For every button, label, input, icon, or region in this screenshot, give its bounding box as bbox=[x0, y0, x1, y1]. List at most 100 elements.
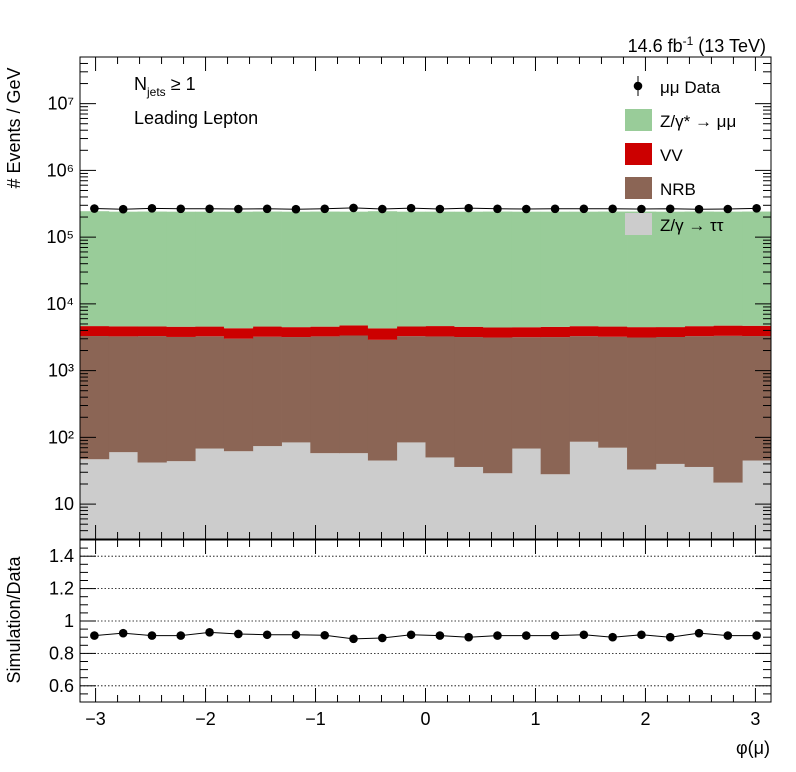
bar bbox=[713, 211, 743, 326]
bar bbox=[742, 325, 772, 337]
ratio-panel: 0.6 0.8 1 1.2 1.4 −3 −2 −1 0 1 2 3 bbox=[49, 539, 772, 729]
lumi-label: 14.6 fb-1 (13 TeV) bbox=[628, 34, 766, 56]
data-points bbox=[90, 203, 761, 214]
bar bbox=[310, 211, 340, 327]
y-tick-label: 1.4 bbox=[49, 546, 74, 566]
bar bbox=[742, 211, 772, 326]
bar bbox=[425, 326, 455, 337]
series-2 bbox=[80, 325, 772, 340]
bar bbox=[483, 211, 513, 328]
x-tick-label: 2 bbox=[640, 709, 650, 729]
y-axis-label-ratio: Simulation/Data bbox=[4, 555, 24, 683]
bar bbox=[627, 337, 657, 470]
bar bbox=[598, 326, 628, 337]
series-1 bbox=[80, 335, 772, 483]
bar bbox=[223, 328, 254, 339]
bar bbox=[713, 482, 743, 539]
bar bbox=[598, 211, 628, 327]
y-tick-label: 10² bbox=[48, 427, 74, 447]
ratio-point bbox=[637, 630, 646, 640]
bar bbox=[166, 211, 196, 327]
ratio-point bbox=[723, 631, 733, 640]
bar bbox=[310, 336, 340, 454]
bar bbox=[540, 337, 570, 475]
bar bbox=[252, 211, 282, 327]
bar bbox=[339, 335, 369, 454]
ratio-point bbox=[694, 628, 704, 638]
bar bbox=[367, 339, 398, 461]
data-point bbox=[752, 204, 761, 213]
bar bbox=[339, 325, 369, 336]
legend-marker bbox=[633, 81, 643, 91]
bar bbox=[195, 211, 225, 327]
bar bbox=[569, 211, 599, 327]
bar bbox=[425, 211, 455, 327]
bar bbox=[569, 441, 599, 539]
region-label: Leading Lepton bbox=[134, 108, 258, 128]
ratio-point bbox=[521, 631, 531, 640]
y-tick-label: 10³ bbox=[48, 361, 74, 381]
bar bbox=[684, 336, 714, 467]
bar bbox=[569, 326, 599, 337]
bar bbox=[367, 328, 398, 340]
bar bbox=[339, 211, 369, 326]
bar bbox=[195, 326, 225, 337]
data-point bbox=[694, 204, 704, 214]
bar bbox=[598, 336, 628, 448]
bar bbox=[166, 336, 196, 462]
bar bbox=[137, 462, 167, 539]
bar bbox=[684, 211, 714, 327]
legend-swatch bbox=[625, 213, 652, 235]
x-tick-label: −2 bbox=[195, 709, 216, 729]
x-tick-label: −3 bbox=[85, 709, 106, 729]
ratio-point bbox=[493, 631, 502, 640]
bar bbox=[252, 446, 282, 539]
legend-label: Z/γ* → μμ bbox=[660, 112, 736, 131]
ratio-point bbox=[262, 630, 272, 640]
data-point bbox=[521, 204, 531, 214]
y-tick-label: 10⁶ bbox=[47, 160, 74, 180]
ratio-point bbox=[349, 634, 358, 644]
x-axis-label: φ(μ) bbox=[736, 738, 770, 758]
bar bbox=[108, 211, 138, 327]
bar bbox=[396, 442, 426, 539]
bar bbox=[627, 469, 657, 539]
bar bbox=[483, 327, 513, 338]
data-point bbox=[320, 204, 330, 214]
ratio-point bbox=[205, 628, 214, 637]
bar bbox=[339, 453, 369, 539]
data-point bbox=[464, 203, 473, 213]
legend-label: VV bbox=[660, 146, 683, 165]
bar bbox=[454, 211, 484, 327]
bar bbox=[281, 442, 311, 539]
x-tick-label: 0 bbox=[420, 709, 430, 729]
bar bbox=[80, 459, 110, 539]
data-point bbox=[550, 204, 560, 214]
bar bbox=[223, 338, 254, 452]
data-point bbox=[723, 204, 733, 214]
bar bbox=[137, 336, 167, 463]
bar bbox=[713, 325, 743, 336]
bar bbox=[454, 466, 484, 539]
bar bbox=[195, 336, 225, 449]
data-point bbox=[205, 204, 214, 214]
bar bbox=[396, 211, 426, 327]
data-point bbox=[406, 203, 416, 213]
njets-label: Njets ≥ 1 bbox=[134, 74, 196, 99]
bar bbox=[454, 337, 484, 467]
bar bbox=[195, 448, 225, 539]
bar bbox=[540, 326, 570, 338]
bar bbox=[396, 336, 426, 443]
ratio-point bbox=[378, 633, 387, 643]
ratio-point bbox=[579, 630, 589, 640]
data-point bbox=[176, 204, 186, 214]
data-point bbox=[349, 203, 358, 213]
bar bbox=[540, 211, 570, 327]
data-point bbox=[665, 204, 675, 214]
ratio-point bbox=[176, 631, 186, 640]
series-3 bbox=[80, 211, 772, 329]
bar bbox=[684, 466, 714, 539]
bar bbox=[511, 448, 542, 539]
data-point bbox=[118, 204, 128, 214]
